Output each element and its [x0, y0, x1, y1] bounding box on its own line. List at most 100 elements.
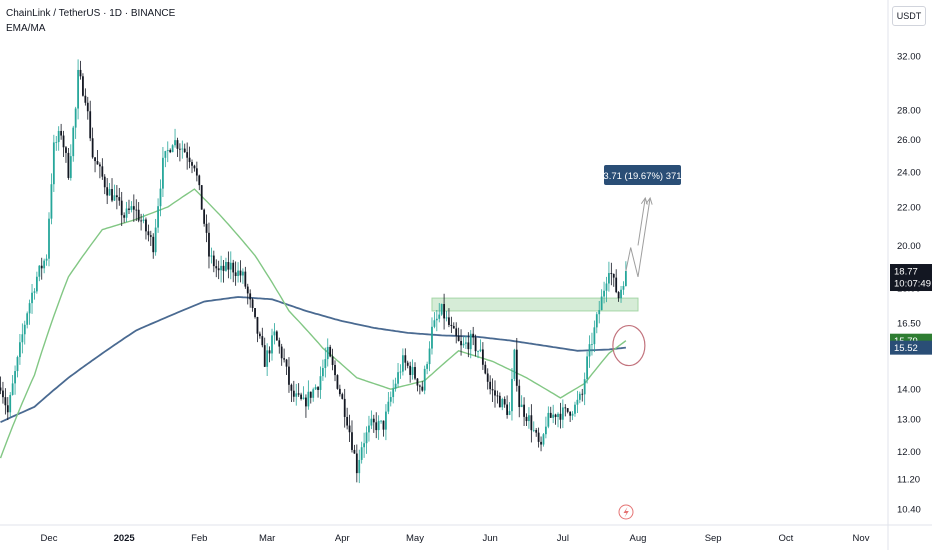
candle[interactable] [91, 127, 94, 159]
candle[interactable] [496, 390, 499, 404]
candle[interactable] [111, 178, 113, 203]
candle[interactable] [557, 412, 559, 428]
candle[interactable] [401, 348, 404, 376]
candle[interactable] [591, 332, 593, 356]
candle[interactable] [372, 414, 375, 433]
candle[interactable] [348, 414, 351, 442]
candle[interactable] [465, 335, 467, 350]
candle[interactable] [4, 388, 7, 415]
candle[interactable] [164, 150, 167, 168]
candle[interactable] [363, 432, 366, 458]
candle[interactable] [186, 142, 189, 170]
candle[interactable] [261, 327, 264, 348]
candle[interactable] [353, 444, 356, 454]
candle[interactable] [450, 316, 453, 334]
projection-path[interactable] [625, 197, 651, 278]
candle[interactable] [380, 420, 382, 424]
projection-path-secondary[interactable] [637, 197, 646, 246]
candle[interactable] [84, 88, 87, 106]
candle[interactable] [518, 379, 521, 418]
candle[interactable] [615, 269, 618, 294]
candle[interactable] [523, 397, 525, 427]
candle[interactable] [113, 184, 116, 201]
candle[interactable] [414, 362, 416, 381]
candle[interactable] [321, 359, 324, 381]
currency-button[interactable]: USDT [892, 6, 926, 26]
candle[interactable] [9, 392, 12, 417]
candle[interactable] [498, 392, 501, 408]
candle[interactable] [290, 383, 293, 402]
candle[interactable] [448, 308, 450, 328]
candle[interactable] [256, 316, 259, 343]
indicator-label[interactable]: EMA/MA [6, 23, 46, 34]
candle[interactable] [99, 162, 101, 179]
candle[interactable] [542, 432, 545, 447]
candle[interactable] [329, 344, 332, 358]
candle[interactable] [280, 343, 283, 366]
candle[interactable] [0, 376, 2, 395]
candle[interactable] [569, 411, 572, 422]
candle[interactable] [617, 291, 620, 302]
candle[interactable] [176, 137, 179, 158]
candle[interactable] [547, 406, 550, 429]
candle[interactable] [385, 404, 387, 441]
candle[interactable] [312, 387, 315, 402]
candle[interactable] [258, 331, 261, 339]
candle[interactable] [159, 179, 162, 217]
candle[interactable] [135, 199, 138, 222]
candle[interactable] [152, 233, 155, 259]
candle[interactable] [19, 334, 21, 365]
candle[interactable] [232, 259, 235, 283]
candle[interactable] [411, 359, 414, 380]
candle[interactable] [593, 320, 596, 353]
highlight-circle[interactable] [612, 324, 646, 367]
candle[interactable] [21, 323, 24, 354]
candle[interactable] [33, 288, 36, 300]
flash-icon[interactable] [618, 504, 634, 520]
candle[interactable] [65, 145, 67, 163]
symbol-title[interactable]: ChainLink / TetherUS · 1D · BINANCE [6, 8, 176, 19]
candle[interactable] [608, 261, 610, 292]
candle[interactable] [305, 394, 307, 418]
candle[interactable] [169, 148, 172, 154]
candle[interactable] [581, 388, 584, 402]
candle[interactable] [208, 222, 210, 269]
candle[interactable] [445, 310, 448, 322]
candle[interactable] [431, 317, 433, 355]
candle[interactable] [275, 330, 278, 341]
candle[interactable] [62, 130, 65, 158]
candle[interactable] [94, 157, 96, 173]
candle[interactable] [137, 202, 140, 223]
candle[interactable] [193, 164, 196, 172]
candle[interactable] [603, 281, 605, 304]
candle[interactable] [283, 348, 286, 363]
candle[interactable] [200, 185, 203, 210]
candle[interactable] [491, 378, 494, 402]
candle[interactable] [74, 106, 77, 139]
candle[interactable] [215, 259, 218, 278]
candle[interactable] [205, 214, 208, 243]
ema-line[interactable] [0, 188, 627, 459]
candle[interactable] [365, 426, 368, 454]
candle[interactable] [319, 366, 322, 399]
candle[interactable] [115, 185, 118, 210]
candle[interactable] [331, 348, 334, 371]
candle[interactable] [31, 284, 33, 314]
candle[interactable] [278, 337, 281, 354]
candle[interactable] [171, 144, 174, 153]
candle[interactable] [317, 385, 319, 398]
candle[interactable] [397, 362, 399, 388]
candle[interactable] [462, 336, 465, 348]
candle[interactable] [336, 374, 339, 390]
candle[interactable] [203, 208, 206, 227]
candle[interactable] [28, 299, 31, 325]
candle[interactable] [249, 289, 252, 308]
candle[interactable] [528, 407, 530, 429]
candle[interactable] [57, 126, 60, 151]
candle[interactable] [268, 346, 271, 363]
candle[interactable] [14, 365, 16, 395]
candle[interactable] [360, 441, 363, 464]
candle[interactable] [210, 247, 213, 264]
candle[interactable] [23, 320, 26, 345]
